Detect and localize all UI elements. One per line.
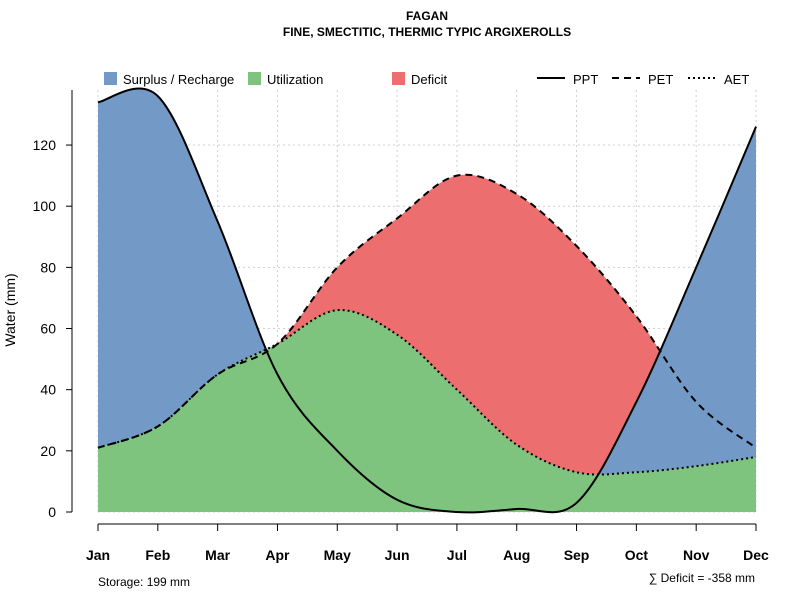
series-lines — [97, 87, 757, 514]
y-tick-label-20: 20 — [40, 443, 56, 459]
legend-label-surplus: Surplus / Recharge — [123, 72, 234, 87]
legend-label-deficit: Deficit — [411, 72, 448, 87]
legend-label-pet: PET — [648, 72, 673, 87]
x-tick-label-may: May — [324, 547, 351, 563]
x-tick-label-jun: Jun — [385, 547, 410, 563]
y-tick-label-100: 100 — [33, 198, 57, 214]
x-tick-label-mar: Mar — [205, 547, 230, 563]
x-tick-label-apr: Apr — [265, 547, 290, 563]
legend-swatch-surplus — [104, 72, 117, 85]
y-tick-label-40: 40 — [40, 382, 56, 398]
y-axis-title: Water (mm) — [2, 273, 18, 346]
x-tick-label-aug: Aug — [503, 547, 530, 563]
legend-label-ppt: PPT — [573, 72, 598, 87]
x-tick-label-dec: Dec — [743, 547, 769, 563]
chart-subtitle: FINE, SMECTITIC, THERMIC TYPIC ARGIXEROL… — [283, 25, 571, 39]
legend: Surplus / Recharge Utilization Deficit P… — [104, 72, 749, 87]
series-line-pet — [97, 173, 757, 449]
area-utilization — [98, 310, 756, 512]
y-tick-label-0: 0 — [48, 504, 56, 520]
chart-title: FAGAN — [406, 9, 448, 23]
y-tick-label-80: 80 — [40, 259, 56, 275]
deficit-annotation: ∑ Deficit = -358 mm — [649, 571, 755, 585]
y-tick-label-60: 60 — [40, 321, 56, 337]
x-tick-label-jan: Jan — [86, 547, 110, 563]
legend-swatch-deficit — [392, 72, 405, 85]
series-line-aet — [97, 309, 757, 476]
x-tick-label-feb: Feb — [145, 547, 170, 563]
y-tick-label-120: 120 — [33, 137, 57, 153]
legend-label-aet: AET — [724, 72, 749, 87]
legend-swatch-utilization — [248, 72, 261, 85]
series-line-ppt — [97, 87, 757, 514]
legend-label-utilization: Utilization — [267, 72, 323, 87]
x-tick-label-oct: Oct — [625, 547, 649, 563]
plot-areas — [98, 88, 756, 513]
x-tick-label-sep: Sep — [564, 547, 590, 563]
storage-annotation: Storage: 199 mm — [98, 575, 190, 589]
axes: 0 20 40 60 80 100 120 Jan Feb Mar Apr May Jun Jul Aug S… — [33, 90, 769, 563]
x-tick-label-nov: Nov — [683, 547, 710, 563]
x-tick-label-jul: Jul — [447, 547, 467, 563]
